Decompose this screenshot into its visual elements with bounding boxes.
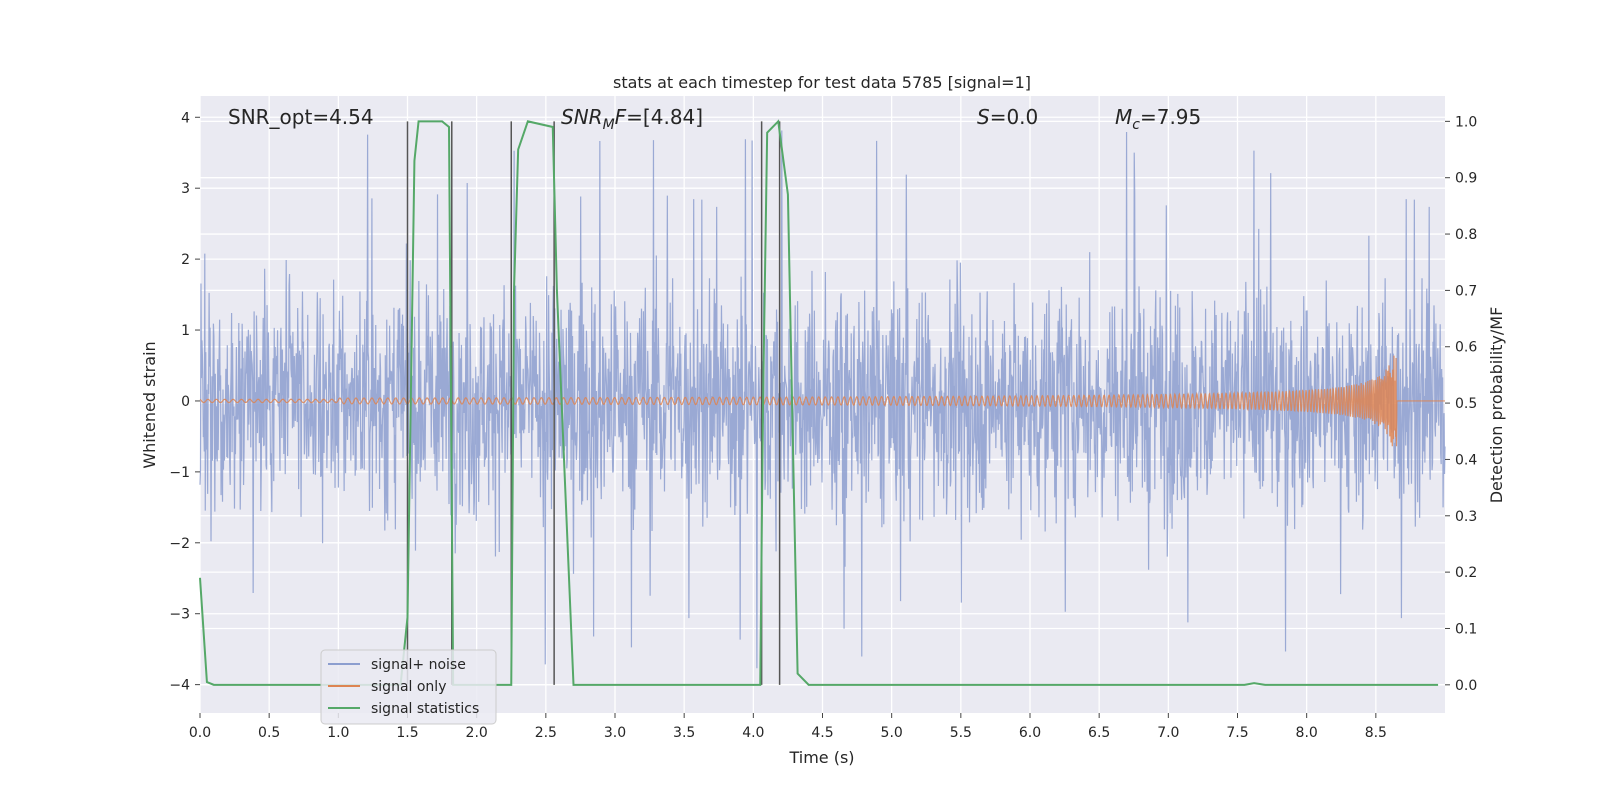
- x-axis-label: Time (s): [788, 748, 854, 767]
- signal-statistics-series: [199, 119, 1439, 686]
- annotation-snr-opt: SNR_opt=4.54: [228, 105, 374, 129]
- chart-title: stats at each timestep for test data 578…: [613, 73, 1031, 92]
- y-right-tick-label: 0.8: [1455, 227, 1477, 243]
- x-tick-label: 3.0: [604, 725, 626, 741]
- x-tick-label: 6.5: [1088, 725, 1110, 741]
- legend-label-noise: signal+ noise: [371, 657, 466, 673]
- x-tick-label: 7.5: [1226, 725, 1248, 741]
- x-tick-label: 4.0: [742, 725, 764, 741]
- y-right-tick-label: 0.4: [1455, 452, 1477, 468]
- y-right-tick-label: 0.5: [1455, 396, 1477, 412]
- legend-box: [320, 649, 497, 725]
- annotation-mc-value: =7.95: [1140, 105, 1201, 129]
- y-left-tick-label: −4: [169, 678, 190, 694]
- x-tick-label: 2.0: [466, 725, 488, 741]
- legend-label-stats: signal statistics: [371, 701, 479, 717]
- y-right-tick-label: 0.3: [1455, 509, 1477, 525]
- y-right-axis-label: Detection probability/MF: [1487, 307, 1506, 504]
- y-right-tick-label: 0.9: [1455, 171, 1477, 187]
- y-right-tick-label: 0.7: [1455, 283, 1477, 299]
- y-right-tick-label: 0.0: [1455, 678, 1477, 694]
- x-tick-label: 3.5: [673, 725, 695, 741]
- signal-statistics-line: [199, 119, 1439, 686]
- x-tick-label: 7.0: [1157, 725, 1179, 741]
- x-tick-label: 1.0: [327, 725, 349, 741]
- x-tick-label: 8.0: [1296, 725, 1318, 741]
- x-tick-label: 1.5: [396, 725, 418, 741]
- annotation-s: S=0.0: [977, 105, 1038, 129]
- x-tick-label: 6.0: [1019, 725, 1041, 741]
- y-left-tick-label: 1: [181, 323, 190, 339]
- x-tick-label: 5.0: [881, 725, 903, 741]
- legend-label-signal: signal only: [371, 679, 446, 695]
- y-right-tick-label: 1.0: [1455, 114, 1477, 130]
- x-tick-labels: 0.0 0.5 1.0 1.5 2.0 2.5 3.0 3.5 4.0 4.5 5.0 5.5 6.0 6…: [189, 713, 1387, 741]
- annotation-mc: Mc=7.95: [1115, 105, 1201, 133]
- y-left-tick-labels: 4 3 2 1 0 −1 −2 −3 −4: [169, 110, 200, 694]
- y-right-tick-label: 0.2: [1455, 565, 1477, 581]
- x-tick-label: 5.5: [950, 725, 972, 741]
- y-left-tick-label: 2: [181, 252, 190, 268]
- y-left-tick-label: −3: [169, 607, 190, 623]
- y-left-tick-label: 3: [181, 181, 190, 197]
- y-right-tick-labels: 1.0 0.9 0.8 0.7 0.6 0.5 0.4 0.3 0.2 0.1 0.0: [1445, 114, 1477, 694]
- x-tick-label: 2.5: [535, 725, 557, 741]
- x-tick-label: 0.0: [189, 725, 211, 741]
- y-left-tick-label: 4: [181, 110, 190, 126]
- annotation-snr-mf: SNRMF=[4.84]: [561, 105, 703, 133]
- x-tick-label: 0.5: [258, 725, 280, 741]
- x-tick-label: 4.5: [811, 725, 833, 741]
- y-left-tick-label: −2: [169, 536, 190, 552]
- x-tick-label: 8.5: [1365, 725, 1387, 741]
- annotation-snr-mf-value: =[4.84]: [626, 105, 703, 129]
- y-right-tick-label: 0.1: [1455, 621, 1477, 637]
- y-left-tick-label: 0: [181, 394, 190, 410]
- legend: signal+ noise signal only signal statist…: [320, 649, 497, 725]
- y-right-tick-label: 0.6: [1455, 340, 1477, 356]
- y-left-axis-label: Whitened strain: [140, 341, 159, 468]
- annotation-s-value: =0.0: [990, 105, 1039, 129]
- y-left-tick-label: −1: [169, 465, 190, 481]
